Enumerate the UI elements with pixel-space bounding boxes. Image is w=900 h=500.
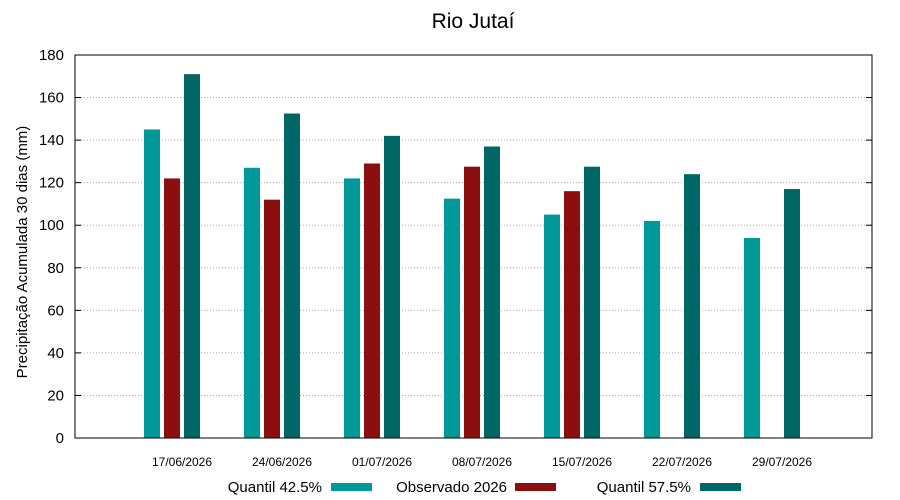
x-tick-label: 17/06/2026 xyxy=(152,455,212,469)
y-tick-label: 40 xyxy=(47,345,64,362)
y-tick-label: 80 xyxy=(47,260,64,277)
legend-swatch xyxy=(700,483,741,491)
legend-swatch xyxy=(331,483,372,491)
x-tick-label: 24/06/2026 xyxy=(252,455,312,469)
bar-quantil-57-5-5 xyxy=(684,174,700,438)
x-axis-ticks: 17/06/2026 24/06/2026 01/07/2026 08/07/2026… xyxy=(152,455,812,469)
y-tick-label: 180 xyxy=(39,47,64,64)
y-axis-label: Precipitação Acumulada 30 dias (mm) xyxy=(14,126,31,379)
bar-quantil-42-5-0 xyxy=(144,129,160,438)
y-tick-label: 0 xyxy=(56,430,64,447)
legend-label: Observado 2026 xyxy=(396,479,507,496)
bar-quantil-42-5-4 xyxy=(544,214,560,438)
bar-quantil-57-5-0 xyxy=(184,74,200,439)
legend-label: Quantil 57.5% xyxy=(597,479,691,496)
plot-frame xyxy=(74,54,873,439)
chart-title: Rio Jutaí xyxy=(432,10,515,33)
bar-quantil-57-5-6 xyxy=(784,189,800,438)
x-tick-label: 29/07/2026 xyxy=(752,455,812,469)
bar-observado-2026-2 xyxy=(364,163,380,438)
y-tick-label: 20 xyxy=(47,387,64,404)
bar-quantil-42-5-1 xyxy=(244,167,260,438)
y-tick-label: 140 xyxy=(39,132,64,149)
x-tick-label: 08/07/2026 xyxy=(452,455,512,469)
y-tick-label: 60 xyxy=(47,302,64,319)
bar-observado-2026-1 xyxy=(264,199,280,438)
bar-quantil-57-5-4 xyxy=(584,166,600,439)
x-tick-label: 15/07/2026 xyxy=(552,455,612,469)
bars xyxy=(144,74,800,439)
bar-observado-2026-4 xyxy=(564,191,580,438)
legend-swatch xyxy=(515,483,556,491)
legend: Quantil 42.5% Observado 2026 Quantil 57.5% xyxy=(228,479,741,496)
bar-quantil-57-5-1 xyxy=(284,113,300,438)
y-tick-label: 100 xyxy=(39,217,64,234)
gridlines xyxy=(75,97,872,396)
bar-quantil-42-5-6 xyxy=(744,237,760,438)
legend-label: Quantil 42.5% xyxy=(228,479,322,496)
bar-quantil-42-5-2 xyxy=(344,178,360,438)
bar-quantil-57-5-3 xyxy=(484,146,500,438)
bar-quantil-57-5-2 xyxy=(384,135,400,438)
y-tick-label: 120 xyxy=(39,175,64,192)
bar-observado-2026-3 xyxy=(464,166,480,439)
bar-quantil-42-5-3 xyxy=(444,198,460,438)
x-tick-label: 22/07/2026 xyxy=(652,455,712,469)
bar-quantil-42-5-5 xyxy=(644,220,660,438)
y-tick-label: 160 xyxy=(39,90,64,107)
y-axis-ticks: 0 20 40 60 80 100 120 140 160 180 xyxy=(39,47,872,447)
bar-observado-2026-0 xyxy=(164,178,180,438)
x-tick-label: 01/07/2026 xyxy=(352,455,412,469)
